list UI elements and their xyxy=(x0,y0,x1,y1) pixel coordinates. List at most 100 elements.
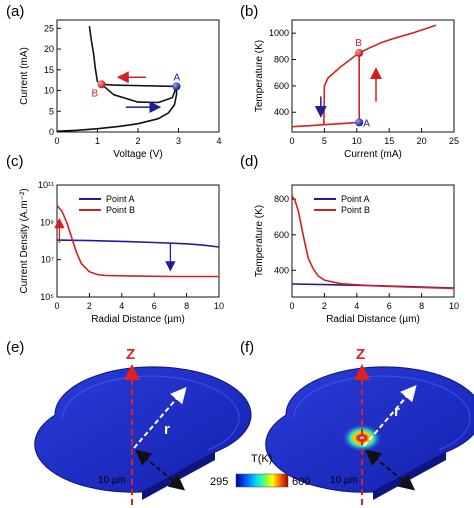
point-b-label: B xyxy=(92,88,99,99)
x-tick-label-d: 10 xyxy=(449,301,459,311)
disk-e xyxy=(34,366,252,493)
legend-label-c: Point A xyxy=(106,194,135,204)
y-tick-label-c: 10⁹ xyxy=(40,217,54,227)
y-tick-label-a: 15 xyxy=(44,65,54,75)
series-a-0 xyxy=(56,86,178,132)
x-axis-label-c: Radial Distance (µm) xyxy=(91,314,185,325)
r-arrow-f xyxy=(363,384,417,447)
x-tick-label-c: 8 xyxy=(184,301,189,311)
series-a-3 xyxy=(88,26,99,83)
x-tick-label-b: 20 xyxy=(417,136,427,146)
r-arrow-e xyxy=(133,386,187,449)
y-tick-label-a: 25 xyxy=(44,23,54,33)
y-tick-label-b: 400 xyxy=(274,107,289,117)
x-axis-label-d: Radial Distance (µm) xyxy=(326,314,420,325)
x-tick-label-d: 0 xyxy=(289,301,294,311)
plot-frame-d xyxy=(291,184,455,298)
point-a-marker xyxy=(355,118,364,127)
x-tick-label-d: 4 xyxy=(354,301,359,311)
x-tick-label-b: 25 xyxy=(449,136,459,146)
x-tick-label-c: 4 xyxy=(119,301,124,311)
y-tick-label-b: 800 xyxy=(274,55,289,65)
series-b-1 xyxy=(323,24,437,125)
y-tick-label-c: 10⁷ xyxy=(41,255,54,265)
y-axis-label-d: Temperature (K) xyxy=(254,205,265,277)
scale-arrow-e xyxy=(134,449,186,491)
panel-label-b: (b) xyxy=(240,3,258,20)
y-tick-label-d: 800 xyxy=(274,194,289,204)
panel-label-a: (a) xyxy=(6,3,24,20)
series-a-2 xyxy=(101,83,178,104)
x-axis-label-b: Current (mA) xyxy=(344,149,402,160)
colorbar-max: 600 xyxy=(292,476,310,488)
x-tick-label-c: 2 xyxy=(87,301,92,311)
y-tick-label-a: 0 xyxy=(49,127,54,137)
series-c-0 xyxy=(56,239,220,248)
point-b-marker xyxy=(97,80,106,89)
y-tick-label-b: 1000 xyxy=(269,28,289,38)
y-tick-label-d: 400 xyxy=(274,265,289,275)
chart-b: 0 5 10 15 20 25 400 600 800 1000 Current (mA) Tempe… xyxy=(254,19,459,160)
y-tick-label-b: 600 xyxy=(274,81,289,91)
y-tick-label-c: 10⁵ xyxy=(40,292,54,302)
chart-d: 0 2 4 6 8 10 400 600 800 Radial Distance (µm) Temp… xyxy=(254,184,459,325)
panel-label-e: (e) xyxy=(6,339,24,356)
colorbar-gradient xyxy=(235,473,289,488)
panel-label-c: (c) xyxy=(6,153,24,170)
legend-label-d: Point B xyxy=(341,205,370,215)
x-tick-label-d: 6 xyxy=(387,301,392,311)
y-axis-label-b: Temperature (K) xyxy=(254,40,265,112)
plot-frame-a xyxy=(56,19,220,133)
chart-c: 0 2 4 6 8 10 10⁵ 10⁷ 10⁹ 10¹¹ Radial Distance (µm)… xyxy=(19,180,224,325)
legend-label-d: Point A xyxy=(341,194,370,204)
chart-a: 0 1 2 3 4 0 5 10 15 20 25 Voltage (V) Current (mA) A B xyxy=(19,19,222,160)
colorbar: T(K) 295 600 xyxy=(210,453,310,488)
point-a-marker xyxy=(172,82,181,91)
y-tick-label-d: 600 xyxy=(274,230,289,240)
series-c-1 xyxy=(56,204,219,278)
x-tick-label-a: 1 xyxy=(95,136,100,146)
z-label-e: Z xyxy=(126,346,135,363)
point-a-label: A xyxy=(363,118,370,129)
simulation-e: Z r 10 µm xyxy=(34,346,252,505)
x-tick-label-d: 8 xyxy=(419,301,424,311)
scale-label-e: 10 µm xyxy=(98,475,126,486)
point-b-label: B xyxy=(355,38,362,49)
point-b-marker xyxy=(355,48,364,57)
scale-label-f: 10 µm xyxy=(330,475,358,486)
y-tick-label-c: 10¹¹ xyxy=(38,180,54,190)
series-d-1 xyxy=(291,195,455,290)
x-tick-label-b: 5 xyxy=(322,136,327,146)
x-tick-label-b: 0 xyxy=(289,136,294,146)
series-a-1 xyxy=(101,83,177,88)
x-tick-label-b: 15 xyxy=(384,136,394,146)
x-tick-label-a: 2 xyxy=(135,136,140,146)
x-tick-label-a: 3 xyxy=(176,136,181,146)
y-tick-label-a: 5 xyxy=(49,106,54,116)
x-tick-label-b: 10 xyxy=(352,136,362,146)
panel-label-f: (f) xyxy=(240,339,254,356)
y-tick-label-a: 10 xyxy=(44,86,54,96)
panel-label-d: (d) xyxy=(240,153,258,170)
x-axis-label-a: Voltage (V) xyxy=(113,149,162,160)
plot-frame-b xyxy=(291,19,455,133)
simulation-f: Z r 10 µm xyxy=(265,346,474,505)
series-b-0 xyxy=(291,121,360,128)
r-label-f: r xyxy=(394,403,400,420)
disk-f-rim xyxy=(293,375,471,451)
legend-label-c: Point B xyxy=(106,205,135,215)
y-axis-label-a: Current (mA) xyxy=(19,47,30,105)
z-label-f: Z xyxy=(356,346,365,363)
x-tick-label-a: 4 xyxy=(216,136,221,146)
x-tick-label-c: 0 xyxy=(54,301,59,311)
point-a-label: A xyxy=(173,72,180,83)
r-label-e: r xyxy=(164,421,170,438)
disk-e-rim xyxy=(62,375,240,451)
plot-frame-c xyxy=(56,184,220,298)
y-tick-label-a: 20 xyxy=(44,44,54,54)
x-tick-label-a: 0 xyxy=(54,136,59,146)
y-axis-label-c: Current Density (A.m⁻²) xyxy=(19,188,30,293)
x-tick-label-c: 6 xyxy=(152,301,157,311)
x-tick-label-c: 10 xyxy=(214,301,224,311)
